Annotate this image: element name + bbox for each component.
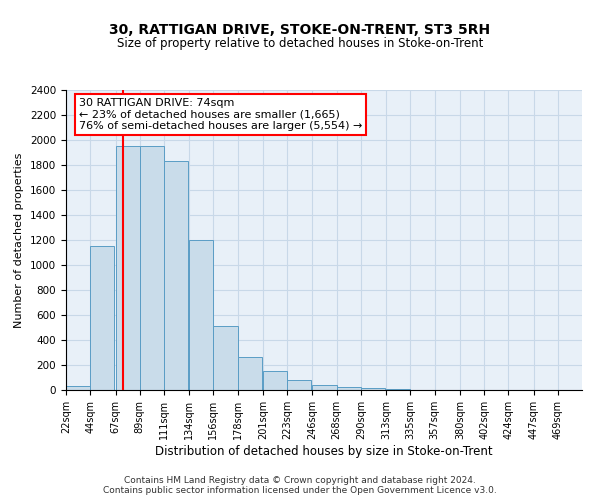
Y-axis label: Number of detached properties: Number of detached properties [14,152,25,328]
Bar [361,388,385,390]
Bar [189,240,214,390]
Bar [287,380,311,390]
Bar [164,161,188,390]
Text: Contains HM Land Registry data © Crown copyright and database right 2024.
Contai: Contains HM Land Registry data © Crown c… [103,476,497,495]
Bar [214,326,238,390]
Bar [140,146,164,390]
Bar [238,357,262,390]
Bar [90,246,115,390]
Bar [337,387,361,390]
Bar [313,385,337,390]
Bar [263,370,287,390]
Bar [116,146,140,390]
Text: 30 RATTIGAN DRIVE: 74sqm
← 23% of detached houses are smaller (1,665)
76% of sem: 30 RATTIGAN DRIVE: 74sqm ← 23% of detach… [79,98,362,130]
Bar [66,386,90,390]
Text: 30, RATTIGAN DRIVE, STOKE-ON-TRENT, ST3 5RH: 30, RATTIGAN DRIVE, STOKE-ON-TRENT, ST3 … [109,22,491,36]
X-axis label: Distribution of detached houses by size in Stoke-on-Trent: Distribution of detached houses by size … [155,444,493,458]
Text: Size of property relative to detached houses in Stoke-on-Trent: Size of property relative to detached ho… [117,38,483,51]
